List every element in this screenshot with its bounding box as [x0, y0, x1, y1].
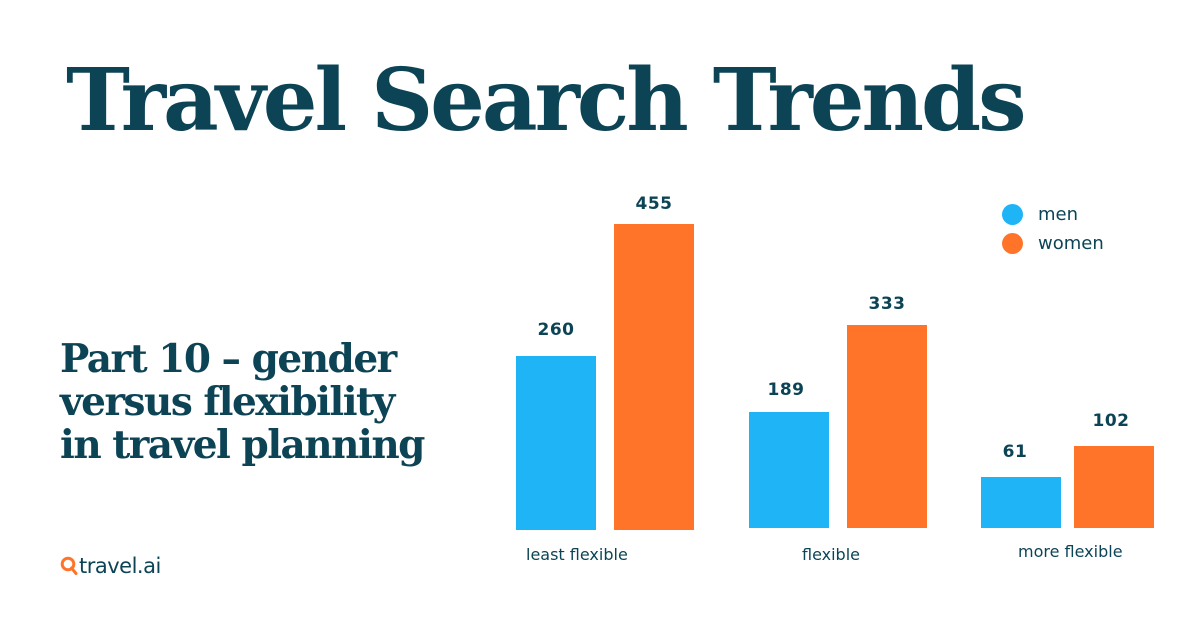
bar-men [749, 412, 829, 528]
brand-logo: travel.ai [60, 554, 161, 578]
subtitle: Part 10 – gender versus flexibility in t… [60, 338, 480, 467]
legend-label: men [1038, 204, 1079, 225]
data-label-women: 102 [1092, 411, 1130, 431]
subtitle-line: in travel planning [60, 422, 425, 468]
data-label-men: 61 [1002, 442, 1028, 462]
bar-women [847, 325, 927, 528]
men-color-dot-icon [1002, 204, 1023, 225]
data-label-women: 333 [868, 294, 906, 314]
brand-name: travel.ai [79, 554, 161, 578]
women-color-dot-icon [1002, 233, 1023, 254]
subtitle-line: Part 10 – gender [60, 336, 397, 382]
bar-men [516, 356, 596, 530]
page-title: Travel Search Trends [66, 50, 1027, 151]
chart-legend: men women [1002, 200, 1104, 258]
bar-women [614, 224, 694, 530]
legend-item-men: men [1002, 200, 1104, 229]
legend-item-women: women [1002, 229, 1104, 258]
data-label-men: 189 [767, 380, 805, 400]
data-label-women: 455 [635, 194, 673, 214]
legend-label: women [1038, 233, 1104, 254]
category-label: least flexible [526, 545, 628, 564]
category-label: flexible [802, 545, 860, 564]
subtitle-line: versus flexibility [60, 379, 395, 425]
category-label: more flexible [1018, 542, 1123, 561]
bar-men [981, 477, 1061, 528]
bar-women [1074, 446, 1154, 528]
search-magnifier-icon [60, 556, 78, 575]
data-label-men: 260 [537, 320, 575, 340]
